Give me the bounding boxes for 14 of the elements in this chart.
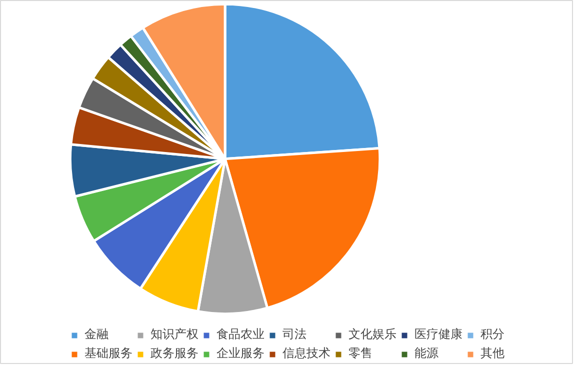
legend-label: 司法: [282, 326, 306, 343]
legend-label: 企业服务: [216, 345, 264, 362]
legend-label: 信息技术: [282, 345, 330, 362]
legend-label: 政务服务: [150, 345, 198, 362]
legend-label: 能源: [414, 345, 438, 362]
legend-label: 积分: [480, 326, 504, 343]
legend-label: 知识产权: [150, 326, 198, 343]
legend-label: 基础服务: [84, 345, 132, 362]
legend-label: 文化娱乐: [348, 326, 396, 343]
legend-label: 金融: [84, 326, 108, 343]
legend-label: 食品农业: [216, 326, 264, 343]
legend-label: 零售: [348, 345, 372, 362]
legend-label: 医疗健康: [414, 326, 462, 343]
legend-label: 其他: [480, 345, 504, 362]
